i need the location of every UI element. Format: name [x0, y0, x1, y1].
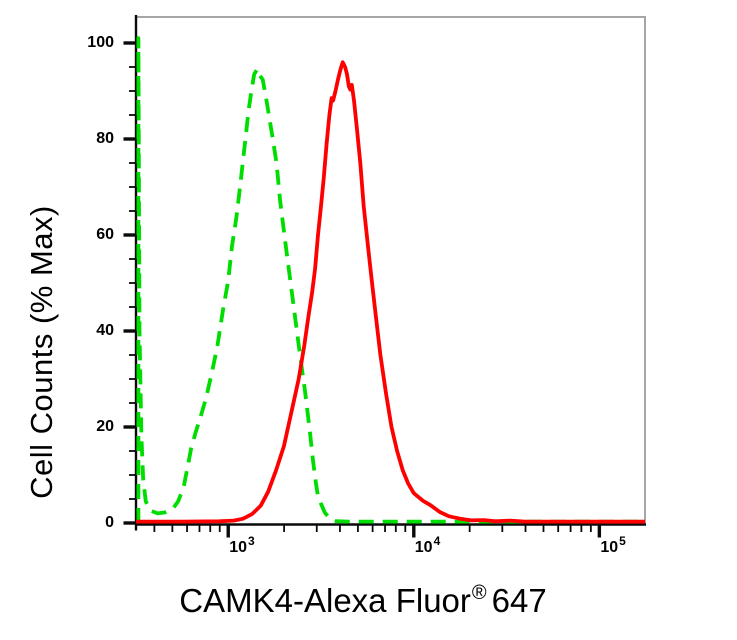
series-red-solid-stained: [136, 60, 645, 524]
x-tick-label: 105: [600, 534, 625, 556]
x-axis-title-text: CAMK4-Alexa Fluor: [179, 582, 471, 619]
x-axis-title-suffix: 647: [491, 582, 547, 619]
x-tick-exponent: 4: [433, 534, 441, 548]
y-axis-title: Cell Counts (% Max): [24, 205, 59, 499]
y-tick-label: 0: [105, 514, 114, 531]
y-tick-label: 80: [96, 130, 114, 147]
x-tick-exponent: 3: [248, 534, 255, 548]
x-axis-title: CAMK4-Alexa Fluor® 647: [179, 582, 546, 620]
series-green-dashed-control: [136, 36, 645, 524]
y-tick-label: 40: [96, 322, 114, 339]
y-tick-label: 20: [96, 418, 114, 435]
y-tick-label: 100: [87, 34, 114, 51]
registered-trademark-symbol: ®: [471, 582, 487, 604]
x-tick-label: 104: [414, 534, 440, 556]
x-tick-base: 10: [414, 539, 433, 556]
x-tick-exponent: 5: [619, 534, 626, 548]
x-tick-base: 10: [229, 539, 248, 556]
x-tick-base: 10: [600, 539, 619, 556]
x-tick-label: 103: [229, 534, 254, 556]
y-tick-label: 60: [96, 226, 114, 243]
